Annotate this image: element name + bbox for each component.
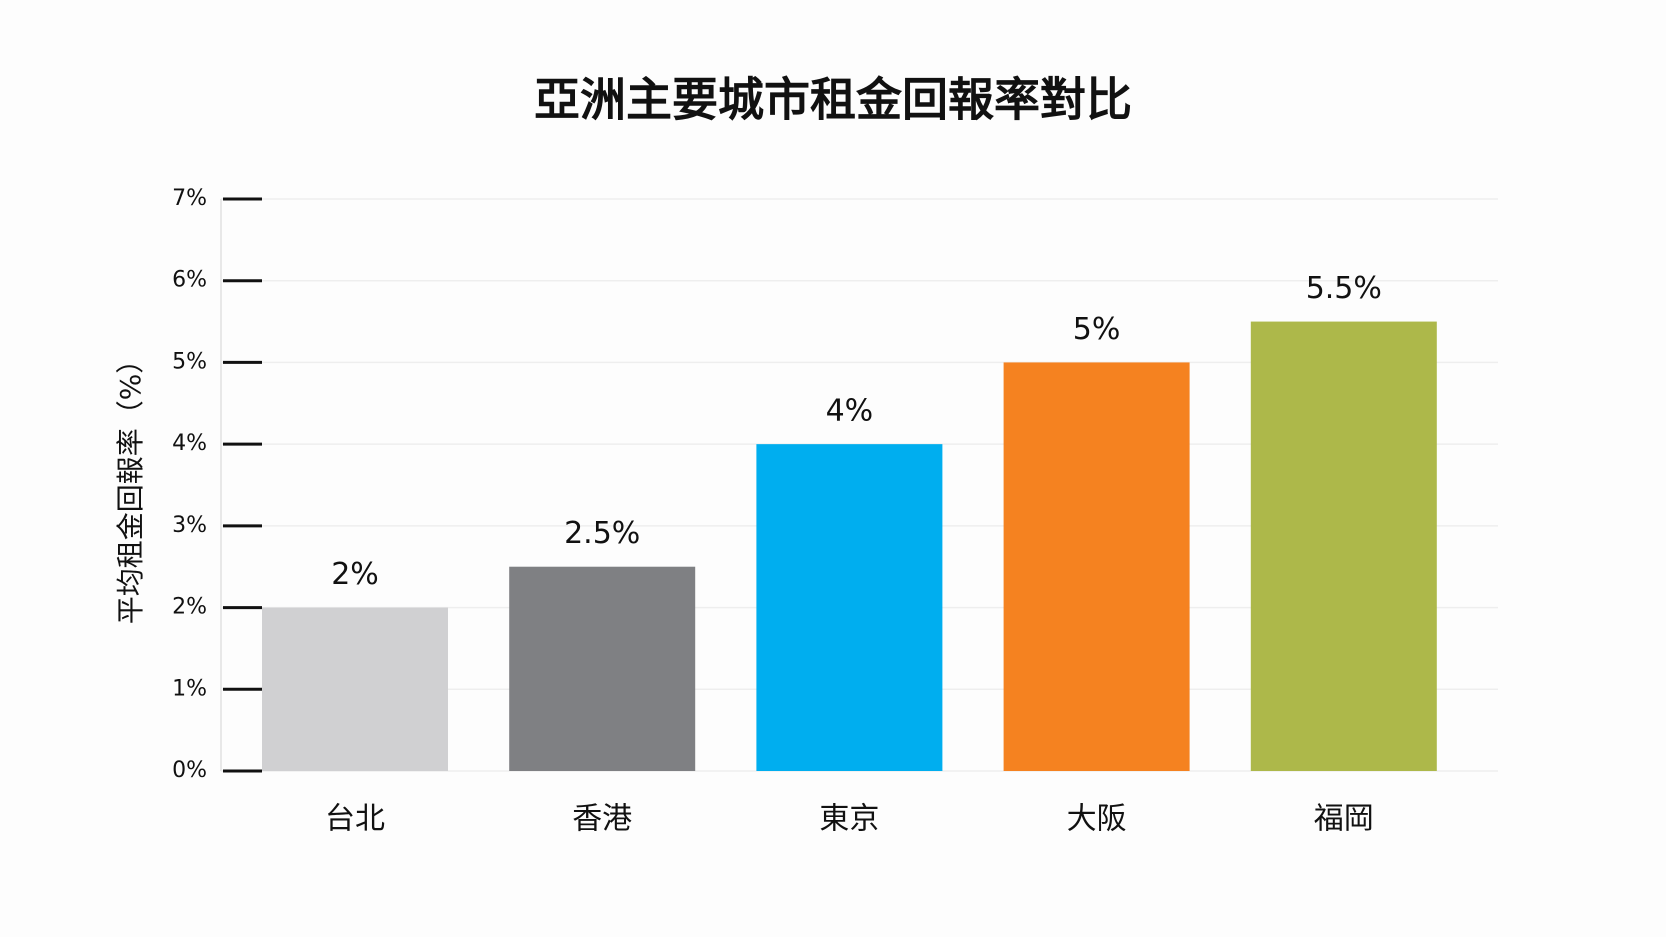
x-tick-label: 香港 (572, 802, 632, 837)
y-tick-label: 3% (172, 513, 207, 538)
y-tick-label: 1% (172, 676, 207, 701)
y-tick-label: 4% (172, 431, 207, 456)
bar (756, 444, 943, 771)
chart-title: 亞洲主要城市租金回報率對比 (534, 73, 1132, 127)
x-tick-label: 福岡 (1314, 802, 1374, 837)
y-tick-label: 0% (172, 758, 207, 783)
bar (1250, 321, 1437, 771)
y-tick-label: 5% (172, 349, 207, 374)
y-tick-label: 7% (172, 186, 207, 211)
x-tick-label: 台北 (325, 802, 385, 837)
y-tick-label: 6% (172, 268, 207, 293)
value-label: 2.5% (564, 516, 640, 551)
value-label: 5.5% (1306, 271, 1382, 306)
y-tick-label: 2% (172, 595, 207, 620)
x-tick-label: 東京 (819, 802, 879, 837)
value-label: 5% (1073, 312, 1121, 347)
value-label: 4% (826, 394, 874, 429)
value-label: 2% (331, 557, 379, 592)
bar (1003, 362, 1190, 771)
bar (509, 566, 696, 771)
y-axis-label: 平均租金回報率（%） (114, 346, 147, 625)
x-tick-label: 大阪 (1067, 802, 1127, 837)
bar (262, 607, 448, 771)
